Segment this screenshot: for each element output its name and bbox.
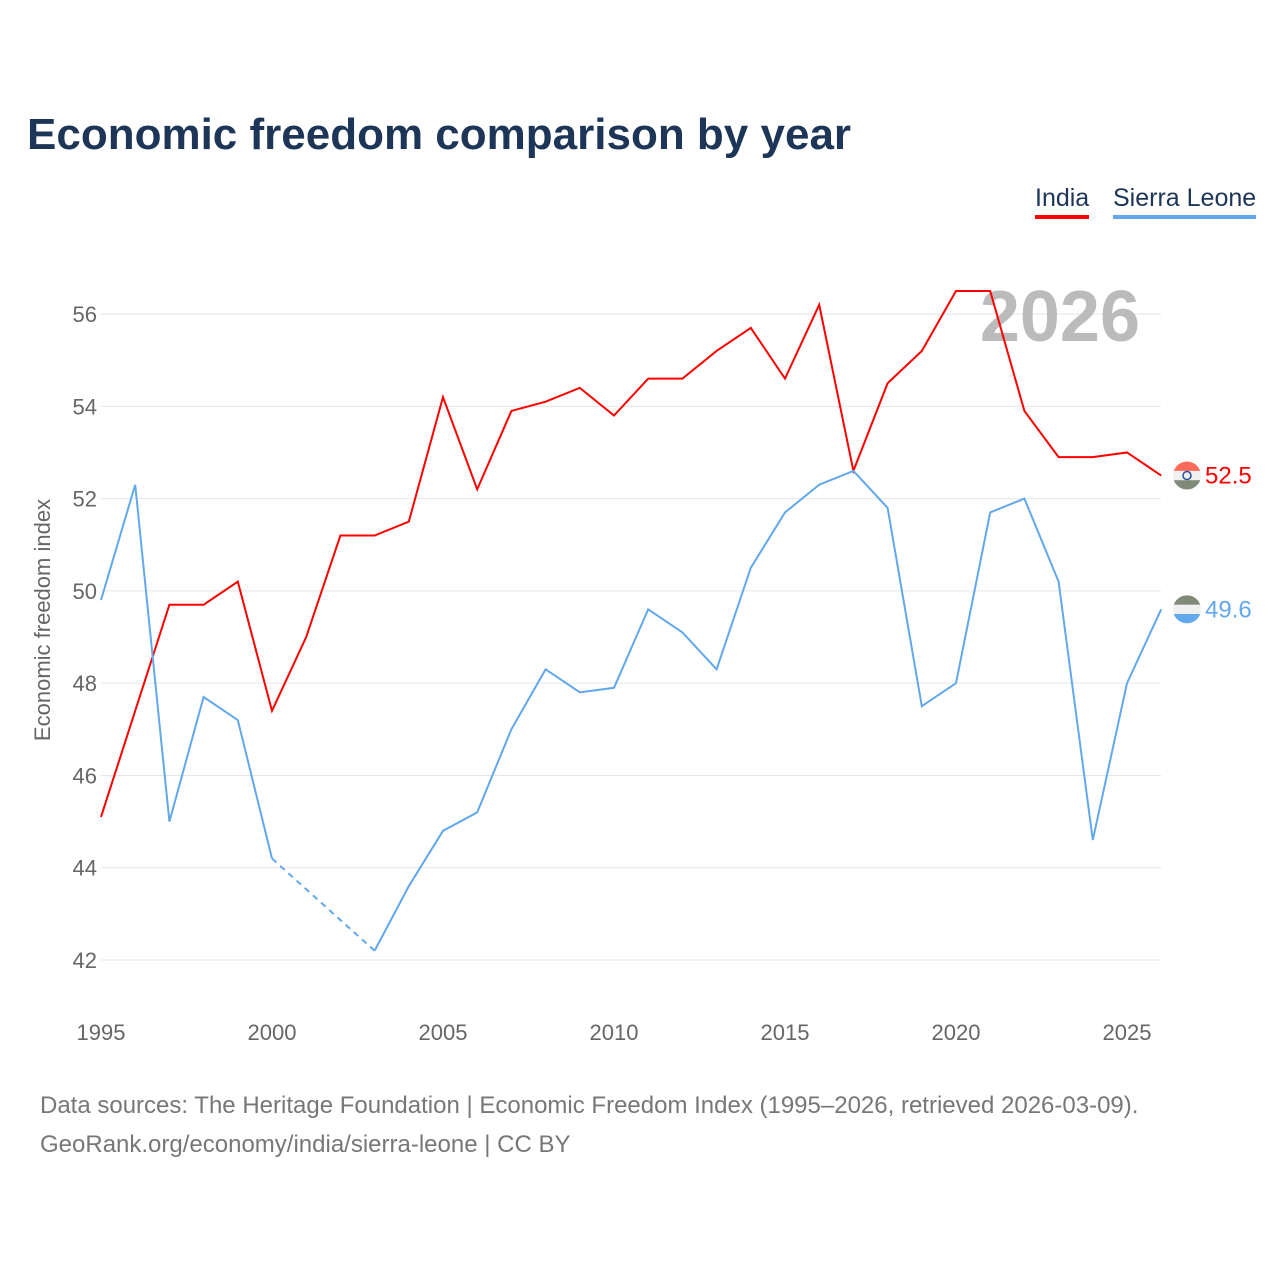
- legend-sierra-leone[interactable]: Sierra Leone: [1113, 184, 1257, 219]
- flag-stripe: [1173, 470, 1201, 481]
- source-link[interactable]: GeoRank.org/economy/india/sierra-leone |…: [40, 1131, 571, 1158]
- y-tick-label: 56: [73, 302, 97, 327]
- legend-india[interactable]: India: [1035, 184, 1090, 219]
- series-line-india: [100, 289, 1162, 818]
- end-value-label: 52.5: [1205, 463, 1252, 490]
- y-tick-label: 48: [73, 671, 97, 696]
- flag-stripe: [1173, 461, 1201, 472]
- flag-stripe: [1173, 604, 1201, 615]
- source-text: Data sources: The Heritage Foundation | …: [40, 1092, 1139, 1119]
- footer: Data sources: The Heritage Foundation | …: [40, 1086, 1138, 1164]
- y-axis-label: Economic freedom index: [30, 499, 55, 741]
- x-tick-label: 2000: [248, 1020, 297, 1045]
- flag-stripe: [1173, 614, 1201, 624]
- y-tick-label: 44: [73, 856, 97, 881]
- x-tick-label: 2025: [1103, 1020, 1152, 1045]
- x-tick-label: 2005: [419, 1020, 468, 1045]
- flag-icon-sierra-leone: [1173, 595, 1201, 624]
- y-tick-label: 54: [73, 394, 97, 419]
- chart-title: Economic freedom comparison by year: [27, 110, 852, 159]
- y-tick-label: 50: [73, 579, 97, 604]
- y-tick-label: 52: [73, 487, 97, 512]
- series-line-sierra-leone: [100, 484, 273, 859]
- flag-stripe: [1173, 480, 1201, 490]
- end-value-label: 49.6: [1205, 596, 1252, 623]
- series-line-sierra-leone: [373, 469, 1163, 952]
- gap-line: [271, 857, 376, 952]
- year-watermark: 2026: [980, 277, 1140, 357]
- x-tick-label: 1995: [77, 1020, 126, 1045]
- x-tick-label: 2010: [590, 1020, 639, 1045]
- flag-stripe: [1173, 595, 1201, 606]
- x-tick-label: 2015: [761, 1020, 810, 1045]
- y-tick-label: 46: [73, 763, 97, 788]
- y-tick-label: 42: [73, 948, 97, 973]
- x-tick-label: 2020: [932, 1020, 981, 1045]
- flag-icon-india: [1173, 461, 1201, 490]
- chakra: [1182, 470, 1192, 481]
